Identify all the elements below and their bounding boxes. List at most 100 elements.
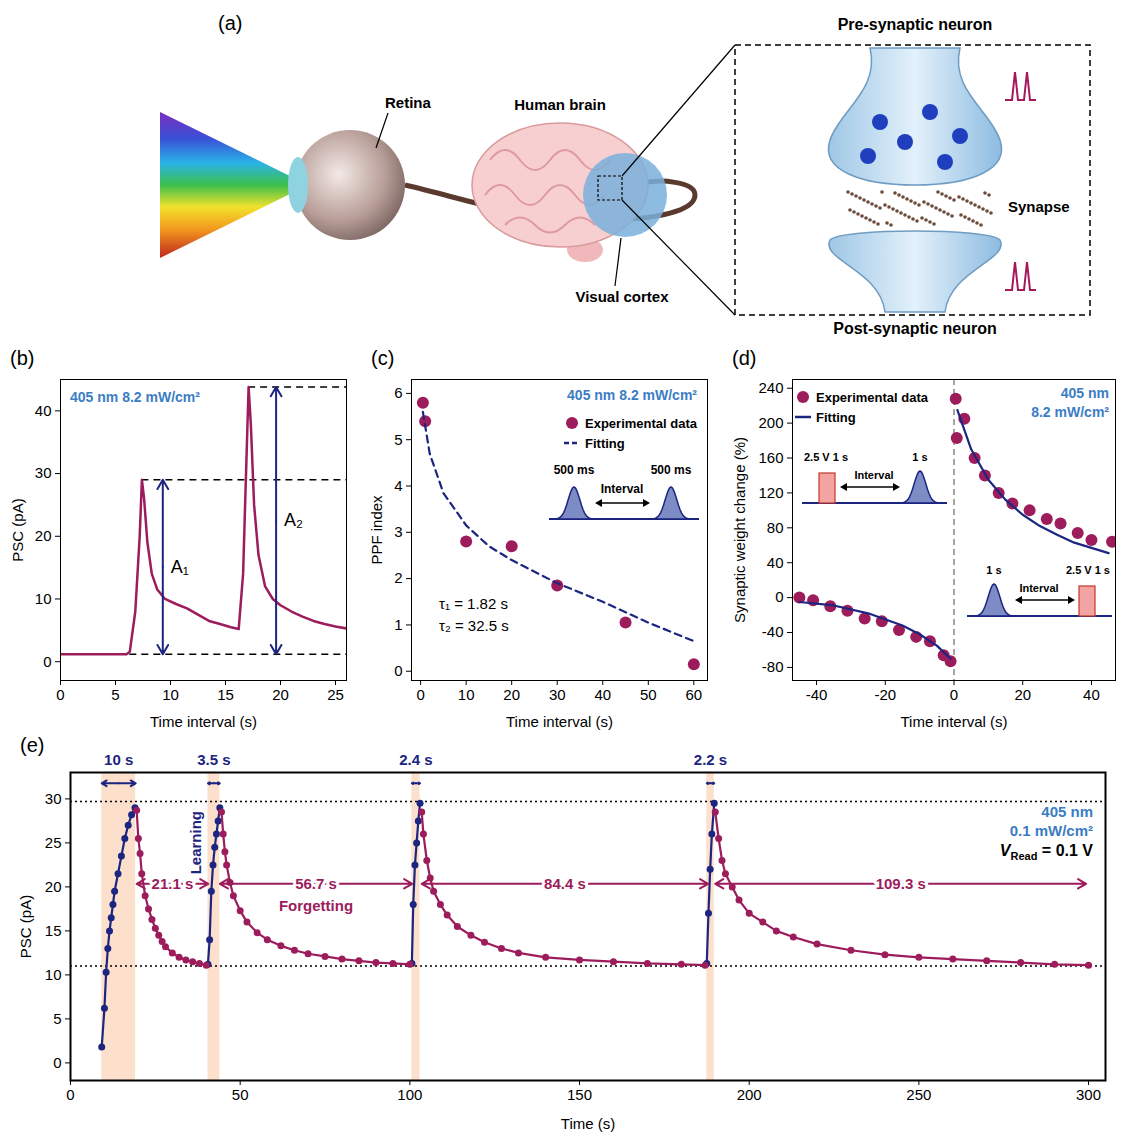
svg-text:PPF index: PPF index <box>368 495 385 565</box>
svg-text:300: 300 <box>1076 1086 1101 1103</box>
svg-text:A₁: A₁ <box>171 557 189 577</box>
html-text:0.1 mW/cm²: 0.1 mW/cm² <box>1009 822 1093 839</box>
svg-text:Synaptic weight change (%): Synaptic weight change (%) <box>731 437 748 623</box>
svg-text:-20: -20 <box>874 686 896 703</box>
svg-text:40: 40 <box>1083 686 1100 703</box>
svg-text:Post-synaptic neuron: Post-synaptic neuron <box>833 320 997 337</box>
svg-text:1 s: 1 s <box>986 564 1001 576</box>
html-text:(c): (c) <box>371 347 395 369</box>
html-text:(d): (d) <box>732 347 757 369</box>
svg-text:Interval: Interval <box>601 482 644 496</box>
svg-text:Interval: Interval <box>1019 582 1058 594</box>
svg-text:Pre-synaptic neuron: Pre-synaptic neuron <box>838 16 993 33</box>
html-text:405 nm 8.2 mW/cm²: 405 nm 8.2 mW/cm² <box>70 389 200 405</box>
svg-text:2.5 V 1 s: 2.5 V 1 s <box>804 451 848 463</box>
svg-text:2.5 V 1 s: 2.5 V 1 s <box>1066 564 1110 576</box>
svg-text:4: 4 <box>394 477 402 494</box>
svg-text:250: 250 <box>906 1086 931 1103</box>
svg-text:PSC (pA): PSC (pA) <box>9 498 26 561</box>
svg-text:2.4 s: 2.4 s <box>399 751 432 768</box>
svg-text:Synapse: Synapse <box>1008 198 1070 215</box>
svg-text:0: 0 <box>775 588 783 605</box>
svg-text:10: 10 <box>35 590 52 607</box>
svg-text:500 ms: 500 ms <box>554 463 595 477</box>
svg-text:21.1 s: 21.1 s <box>152 875 194 892</box>
svg-text:30: 30 <box>35 464 52 481</box>
svg-text:Forgetting: Forgetting <box>279 897 353 914</box>
svg-text:Interval: Interval <box>854 469 893 481</box>
html-text:VRead= 0.1 V: VRead= 0.1 V <box>999 842 1093 863</box>
svg-text:50: 50 <box>232 1086 249 1103</box>
svg-text:10 s: 10 s <box>104 751 133 768</box>
svg-text:5: 5 <box>111 686 119 703</box>
svg-text:100: 100 <box>397 1086 422 1103</box>
svg-text:40: 40 <box>767 554 784 571</box>
svg-text:120: 120 <box>758 484 783 501</box>
svg-text:0: 0 <box>43 652 51 669</box>
svg-text:40: 40 <box>35 402 52 419</box>
svg-text:15: 15 <box>45 922 62 939</box>
html-text:405 nm 8.2 mW/cm²: 405 nm 8.2 mW/cm² <box>567 387 697 403</box>
svg-text:Time interval (s): Time interval (s) <box>150 713 257 730</box>
svg-text:PSC (pA): PSC (pA) <box>17 895 34 958</box>
svg-text:109.3 s: 109.3 s <box>876 875 926 892</box>
svg-text:Learning: Learning <box>187 811 204 874</box>
svg-text:5: 5 <box>394 431 402 448</box>
svg-text:240: 240 <box>758 379 783 396</box>
html-text:(e): (e) <box>20 734 45 756</box>
svg-text:3.5 s: 3.5 s <box>197 751 230 768</box>
svg-text:0: 0 <box>53 1054 61 1071</box>
html-text:τ₂ = 32.5 s: τ₂ = 32.5 s <box>439 617 509 634</box>
svg-text:56.7 s: 56.7 s <box>295 875 337 892</box>
svg-text:10: 10 <box>162 686 179 703</box>
svg-text:Time interval (s): Time interval (s) <box>901 713 1008 730</box>
svg-text:-80: -80 <box>762 658 784 675</box>
svg-text:Time (s): Time (s) <box>561 1115 615 1132</box>
svg-text:A₂: A₂ <box>284 510 303 530</box>
html-text:405 nm: 405 nm <box>1041 803 1093 820</box>
svg-text:20: 20 <box>503 686 520 703</box>
svg-text:500 ms: 500 ms <box>651 463 692 477</box>
svg-text:200: 200 <box>758 414 783 431</box>
svg-text:Human brain: Human brain <box>514 96 606 113</box>
svg-text:Time interval (s): Time interval (s) <box>506 713 613 730</box>
svg-text:15: 15 <box>217 686 234 703</box>
svg-text:2.2 s: 2.2 s <box>694 751 727 768</box>
svg-text:60: 60 <box>685 686 702 703</box>
svg-text:20: 20 <box>1014 686 1031 703</box>
svg-text:30: 30 <box>45 790 62 807</box>
svg-text:1 s: 1 s <box>912 451 927 463</box>
html-text:τ₁ = 1.82 s: τ₁ = 1.82 s <box>439 595 508 612</box>
svg-text:2: 2 <box>394 569 402 586</box>
svg-text:3: 3 <box>394 523 402 540</box>
svg-text:-40: -40 <box>806 686 828 703</box>
svg-text:80: 80 <box>767 519 784 536</box>
svg-text:30: 30 <box>549 686 566 703</box>
svg-text:200: 200 <box>737 1086 762 1103</box>
svg-text:10: 10 <box>45 966 62 983</box>
svg-text:40: 40 <box>594 686 611 703</box>
svg-text:0: 0 <box>416 686 424 703</box>
svg-text:0: 0 <box>950 686 958 703</box>
svg-text:0: 0 <box>394 662 402 679</box>
svg-text:150: 150 <box>567 1086 592 1103</box>
svg-text:0: 0 <box>56 686 64 703</box>
svg-text:20: 20 <box>45 878 62 895</box>
svg-text:160: 160 <box>758 449 783 466</box>
svg-text:-40: -40 <box>762 623 784 640</box>
svg-text:10: 10 <box>458 686 475 703</box>
svg-text:0: 0 <box>66 1086 74 1103</box>
html-text:(b): (b) <box>10 347 35 369</box>
svg-text:20: 20 <box>272 686 289 703</box>
svg-text:25: 25 <box>45 834 62 851</box>
svg-text:25: 25 <box>327 686 344 703</box>
svg-text:Retina: Retina <box>385 94 432 111</box>
svg-text:Visual cortex: Visual cortex <box>575 288 669 305</box>
svg-text:20: 20 <box>35 527 52 544</box>
svg-text:6: 6 <box>394 384 402 401</box>
svg-text:1: 1 <box>394 616 402 633</box>
svg-text:5: 5 <box>53 1010 61 1027</box>
svg-text:84.4 s: 84.4 s <box>544 875 586 892</box>
svg-text:50: 50 <box>640 686 657 703</box>
svg-text:(a): (a) <box>218 12 242 34</box>
